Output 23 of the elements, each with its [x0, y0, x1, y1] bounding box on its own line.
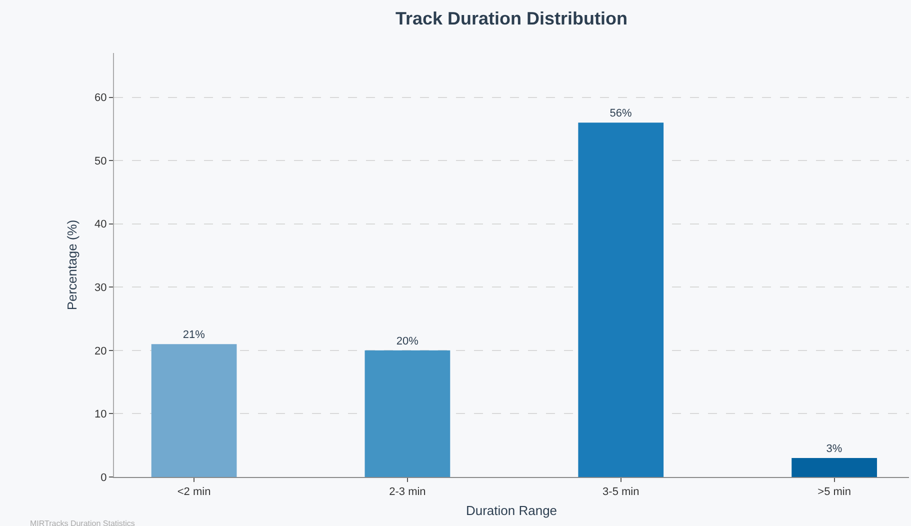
x-tick-label: 3-5 min: [602, 486, 640, 498]
y-tick-label: 50: [94, 155, 107, 168]
x-axis-title: Duration Range: [466, 502, 558, 518]
y-tick-label: 0: [100, 472, 107, 484]
data-label: 56%: [610, 108, 632, 120]
y-tick-label: 20: [94, 345, 107, 358]
text: MIRTracks Duration Statistics: [30, 519, 135, 526]
data-label: 3%: [826, 443, 842, 456]
x-tick-label: >5 min: [818, 486, 851, 498]
x-tick-label: 2-3 min: [389, 486, 426, 498]
bar: [792, 458, 877, 477]
bar: [364, 350, 450, 477]
y-tick-label: 60: [94, 92, 107, 104]
data-label: 21%: [182, 329, 206, 342]
y-axis-title: Percentage (%): [64, 220, 80, 310]
bar: [578, 122, 664, 477]
data-label: 20%: [396, 335, 419, 348]
y-tick-label: 10: [94, 408, 107, 421]
y-tick-label: 40: [94, 218, 107, 231]
x-tick-label: <2 min: [177, 486, 211, 498]
chart-title: Track Duration Distribution: [395, 8, 628, 29]
y-tick-label: 30: [94, 282, 107, 294]
bar: [151, 344, 237, 477]
